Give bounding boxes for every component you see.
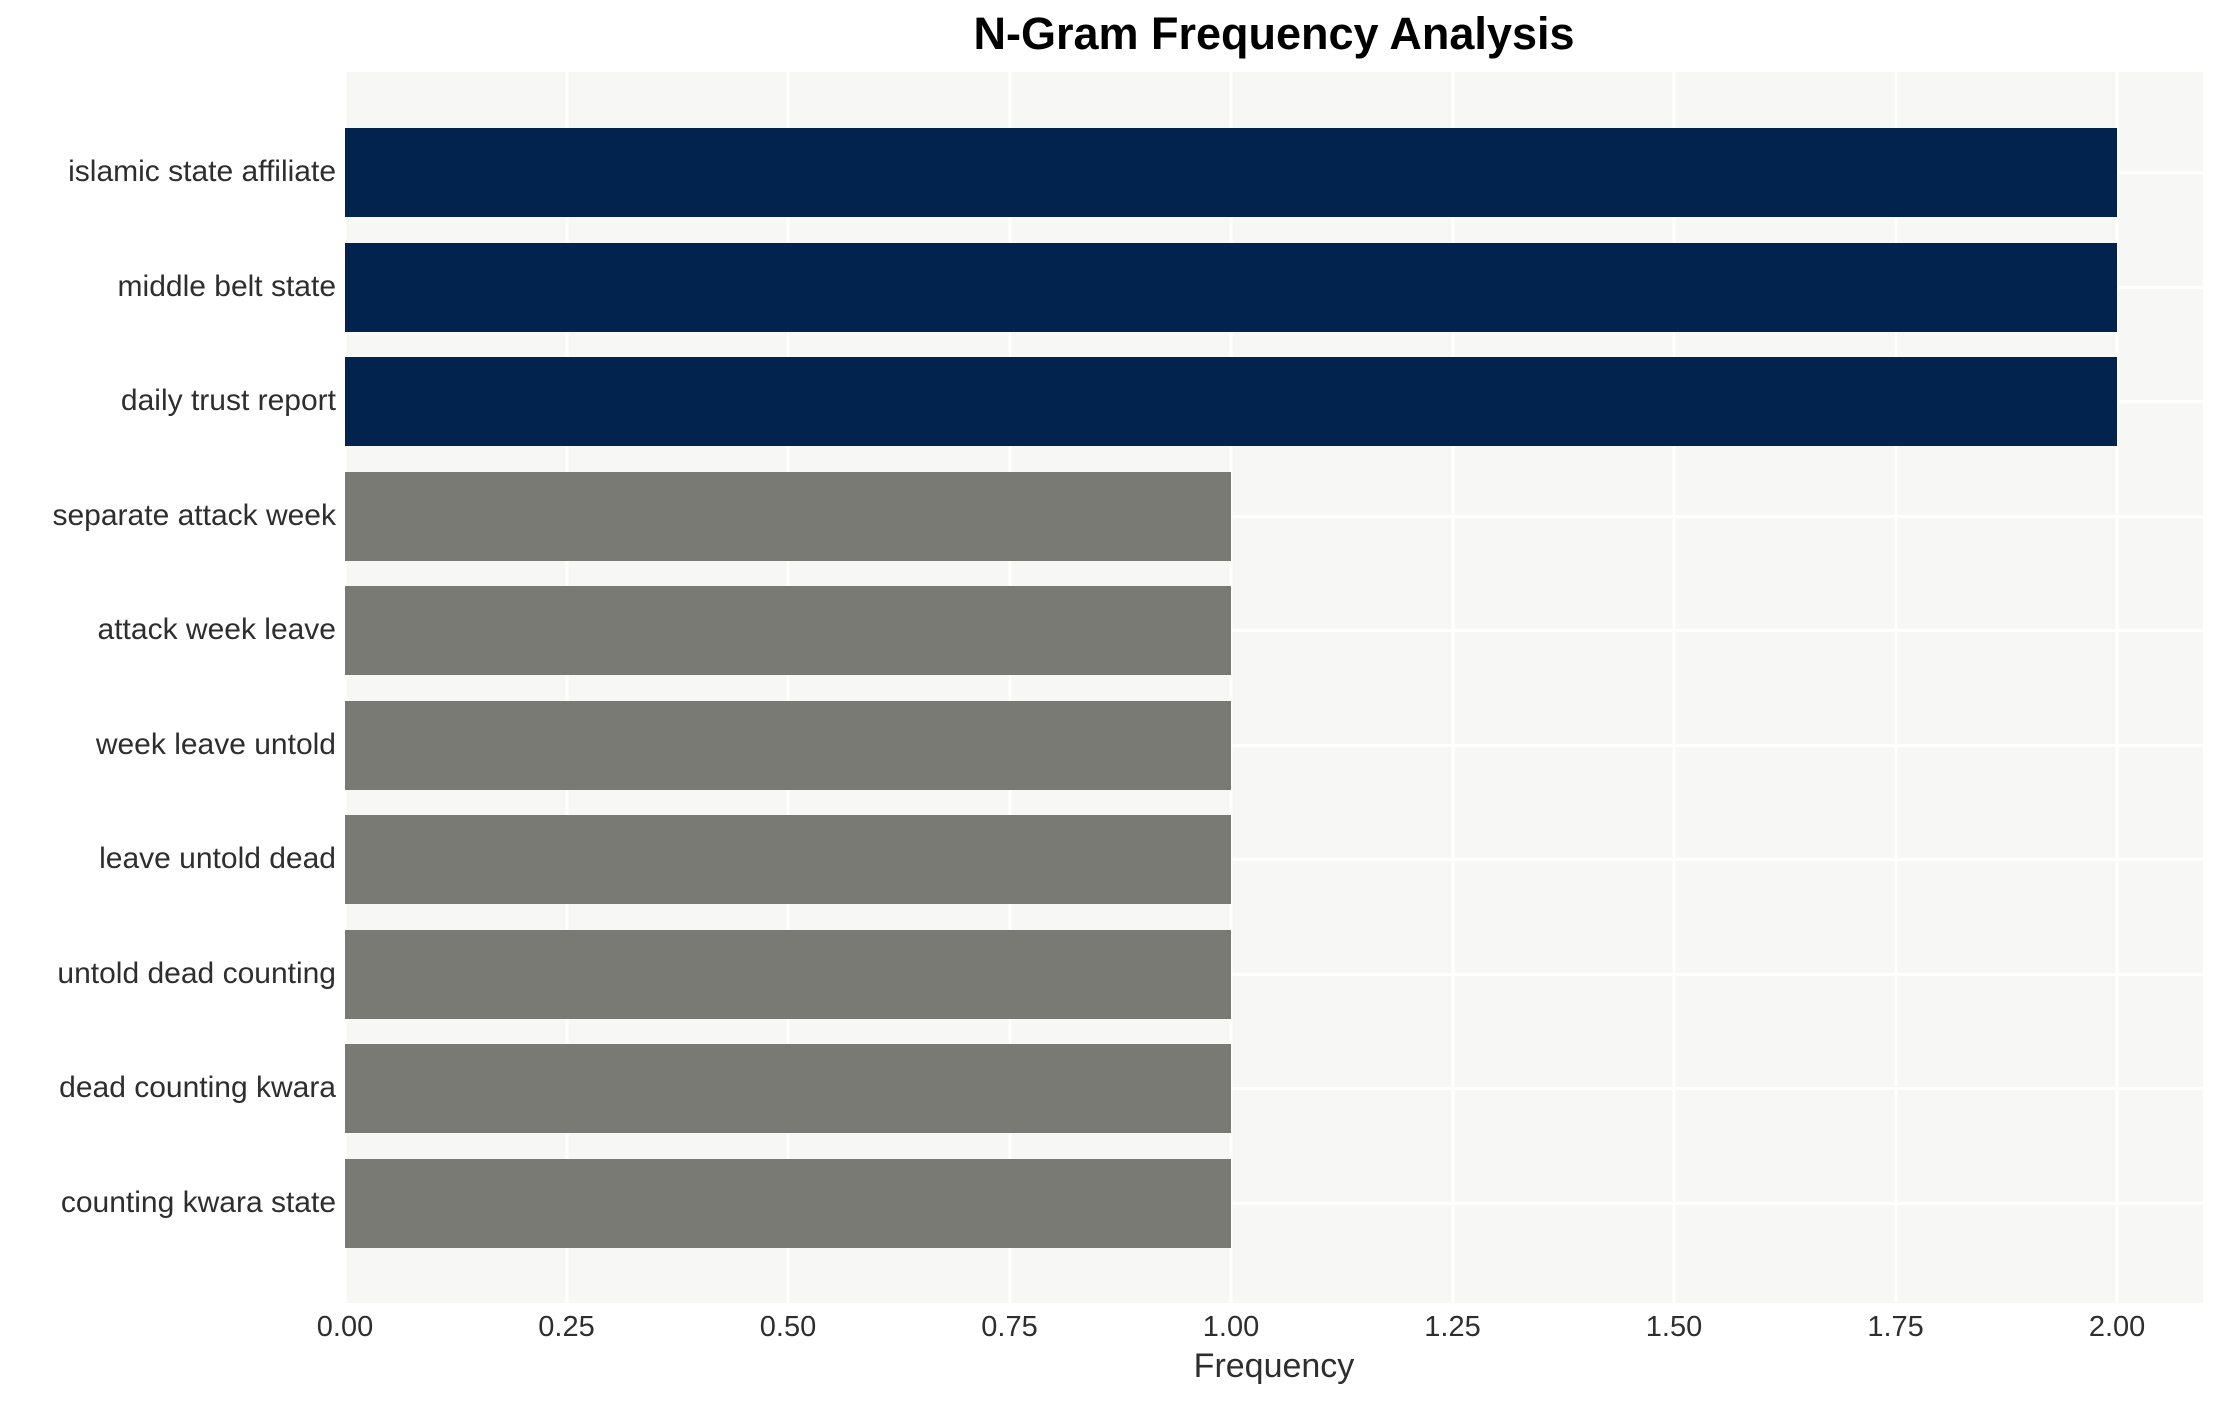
y-tick-label: leave untold dead — [99, 842, 336, 875]
gridline-vertical — [565, 72, 568, 1303]
bar — [345, 128, 2118, 217]
x-tick-label: 2.00 — [2088, 1311, 2146, 1343]
y-tick-label: week leave untold — [95, 727, 336, 761]
gridline-horizontal — [345, 858, 2203, 861]
category-band: islamic state affiliate — [68, 128, 2203, 243]
x-tick-label: 1.75 — [1867, 1311, 1924, 1343]
x-axis-label: Frequency — [1193, 1347, 1355, 1385]
gridline-horizontal — [345, 972, 2203, 976]
gridline-vertical — [1008, 72, 1012, 1303]
x-tick-label: 0.00 — [316, 1311, 374, 1343]
bar — [345, 1044, 1232, 1133]
category-band: dead counting kwara — [59, 1044, 2203, 1159]
category-band: attack week leave — [98, 586, 2203, 701]
bar — [345, 242, 2118, 332]
y-tick-label: attack week leave — [97, 613, 336, 646]
category-band: daily trust report — [121, 357, 2203, 472]
gridline-horizontal — [345, 743, 2203, 747]
gridline-horizontal — [345, 514, 2203, 518]
x-tick-label: 0.50 — [759, 1311, 817, 1343]
bar — [345, 700, 1232, 790]
bar — [345, 1158, 1232, 1248]
y-tick-label: middle belt state — [117, 269, 336, 303]
gridline-vertical — [1672, 72, 1676, 1303]
category-band: middle belt state — [118, 242, 2203, 358]
y-tick-label: counting kwara state — [60, 1185, 336, 1219]
gridline-vertical — [2115, 72, 2119, 1303]
category-band: leave untold dead — [99, 815, 2203, 930]
category-band: week leave untold — [96, 700, 2203, 816]
category-band: untold dead counting — [57, 929, 2203, 1045]
y-tick-label: separate attack week — [52, 498, 337, 532]
gridline-vertical — [1894, 72, 1898, 1303]
x-tick-label: 0.25 — [538, 1311, 595, 1343]
bar — [345, 815, 1232, 904]
gridline-vertical — [1229, 72, 1233, 1303]
x-axis-ticks: 0.00 0.25 0.50 0.75 1.00 1.25 1.50 1.75 2.00 — [317, 1311, 2203, 1345]
x-tick-label: 1.00 — [1202, 1311, 1260, 1343]
bar — [345, 471, 1232, 561]
y-tick-label: dead counting kwara — [59, 1071, 336, 1104]
bar-rows: islamic state affiliate middle belt state… — [53, 128, 2203, 1274]
y-tick-label: daily trust report — [120, 384, 336, 417]
gridline-vertical — [786, 72, 790, 1303]
gridline-horizontal — [345, 1087, 2203, 1090]
gridline-vertical — [343, 72, 347, 1303]
x-tick-label: 1.25 — [1424, 1311, 1481, 1343]
y-tick-label: untold dead counting — [57, 956, 336, 990]
x-tick-label: 1.50 — [1645, 1311, 1703, 1343]
gridline-vertical — [1451, 72, 1455, 1303]
plot-area: islamic state affiliate middle belt state… — [53, 72, 2203, 1303]
gridline-horizontal — [345, 629, 2203, 632]
category-band: counting kwara state — [61, 1158, 2203, 1274]
y-tick-label: islamic state affiliate — [68, 155, 336, 188]
chart-title: N-Gram Frequency Analysis — [973, 8, 1575, 59]
bar — [345, 357, 2118, 446]
gridline-horizontal — [345, 1201, 2203, 1205]
category-band: separate attack week — [53, 471, 2203, 587]
bar — [345, 586, 1232, 675]
bar — [345, 929, 1232, 1019]
x-tick-label: 0.75 — [981, 1311, 1038, 1343]
